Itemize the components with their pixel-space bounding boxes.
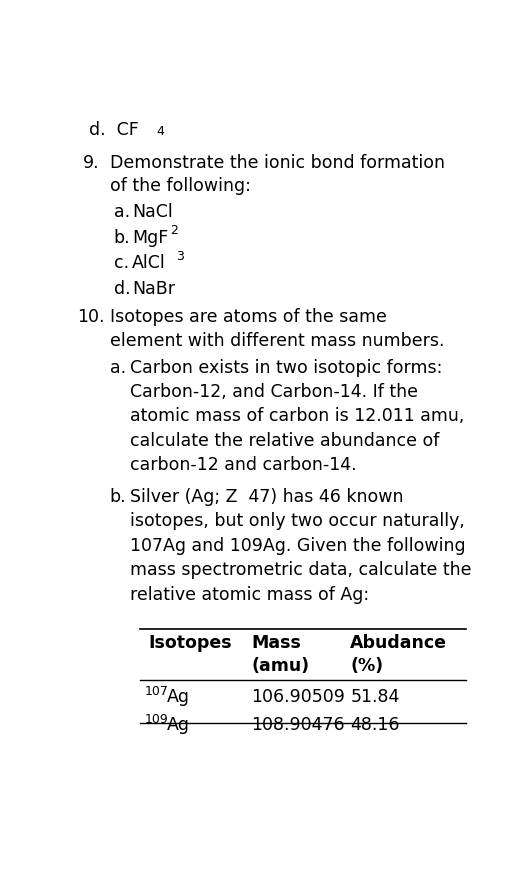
Text: of the following:: of the following: (109, 177, 251, 195)
Text: isotopes, but only two occur naturally,: isotopes, but only two occur naturally, (130, 512, 465, 531)
Text: mass spectrometric data, calculate the: mass spectrometric data, calculate the (130, 561, 472, 579)
Text: relative atomic mass of Ag:: relative atomic mass of Ag: (130, 585, 369, 604)
Text: atomic mass of carbon is 12.011 amu,: atomic mass of carbon is 12.011 amu, (130, 407, 465, 425)
Text: Demonstrate the ionic bond formation: Demonstrate the ionic bond formation (109, 154, 444, 172)
Text: 4: 4 (156, 125, 164, 138)
Text: c.: c. (114, 254, 129, 273)
Text: Isotopes are atoms of the same: Isotopes are atoms of the same (109, 309, 387, 326)
Text: 108.90476: 108.90476 (252, 716, 345, 734)
Text: 109: 109 (144, 713, 168, 726)
Text: 48.16: 48.16 (350, 716, 400, 734)
Text: Silver (Ag; Z  47) has 46 known: Silver (Ag; Z 47) has 46 known (130, 488, 404, 506)
Text: 9.: 9. (83, 154, 99, 172)
Text: a.: a. (109, 359, 126, 377)
Text: Carbon-12, and Carbon-14. If the: Carbon-12, and Carbon-14. If the (130, 383, 418, 401)
Text: b.: b. (114, 229, 130, 246)
Text: carbon-12 and carbon-14.: carbon-12 and carbon-14. (130, 456, 357, 474)
Text: Mass: Mass (252, 634, 302, 651)
Text: 10.: 10. (76, 309, 104, 326)
Text: Carbon exists in two isotopic forms:: Carbon exists in two isotopic forms: (130, 359, 442, 377)
Text: NaBr: NaBr (132, 280, 175, 298)
Text: Abudance: Abudance (350, 634, 447, 651)
Text: (amu): (amu) (252, 656, 310, 675)
Text: element with different mass numbers.: element with different mass numbers. (109, 332, 444, 349)
Text: (%): (%) (350, 656, 383, 675)
Text: 51.84: 51.84 (350, 688, 400, 706)
Text: Isotopes: Isotopes (149, 634, 232, 651)
Text: 2: 2 (170, 224, 178, 237)
Text: calculate the relative abundance of: calculate the relative abundance of (130, 432, 440, 450)
Text: a.: a. (114, 203, 130, 221)
Text: Ag: Ag (167, 716, 190, 734)
Text: 3: 3 (176, 250, 184, 262)
Text: d.: d. (114, 280, 130, 298)
Text: Ag: Ag (167, 688, 190, 706)
Text: b.: b. (109, 488, 126, 506)
Text: AlCl: AlCl (132, 254, 166, 273)
Text: MgF: MgF (132, 229, 168, 246)
Text: d.  CF: d. CF (89, 121, 139, 138)
Text: 106.90509: 106.90509 (252, 688, 346, 706)
Text: 107: 107 (144, 685, 168, 698)
Text: NaCl: NaCl (132, 203, 173, 221)
Text: 107Ag and 109Ag. Given the following: 107Ag and 109Ag. Given the following (130, 537, 466, 554)
